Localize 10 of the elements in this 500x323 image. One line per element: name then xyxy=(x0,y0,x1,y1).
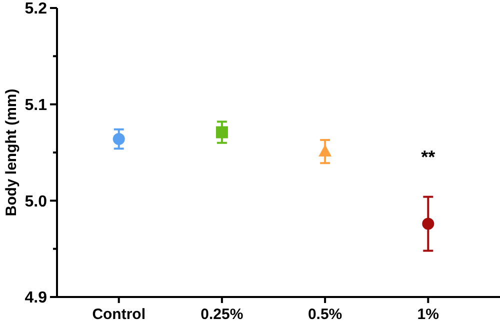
y-tick-label: 5.2 xyxy=(24,0,48,18)
y-tick-label: 5.1 xyxy=(24,96,48,114)
annotation: ** xyxy=(421,147,436,168)
y-axis-title: Body lenght (mm) xyxy=(3,88,20,216)
x-tick-label: 1% xyxy=(417,306,439,323)
x-tick-label: 0.5% xyxy=(308,306,342,323)
x-tick-label: 0.25% xyxy=(200,306,244,323)
y-tick-label: 4.9 xyxy=(24,290,48,307)
y-tick-label: 5.0 xyxy=(24,193,48,210)
x-tick-label: Control xyxy=(92,306,146,323)
